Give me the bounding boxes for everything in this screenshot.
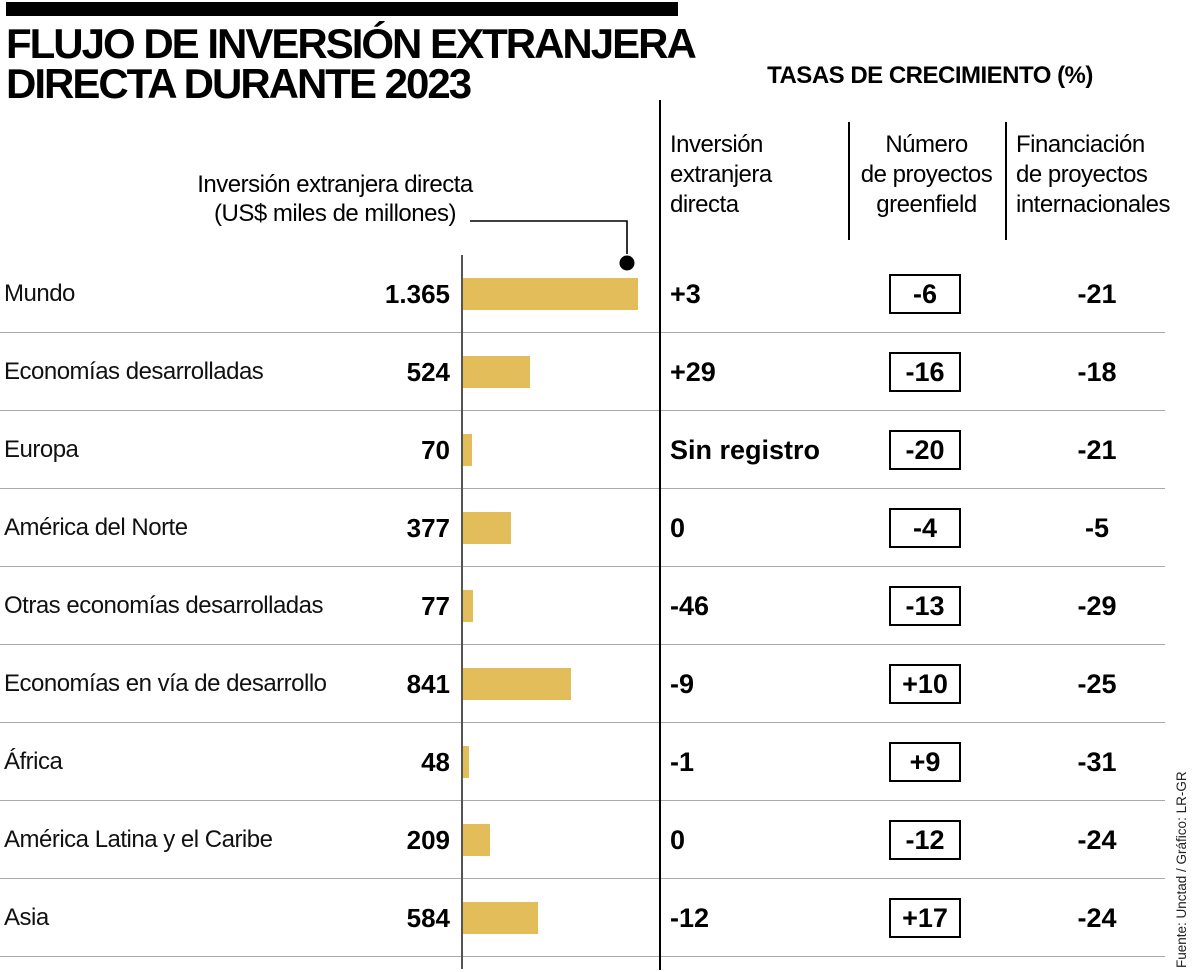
greenfield-growth-value: -12 bbox=[905, 825, 945, 855]
bar bbox=[463, 902, 538, 934]
category-label: Economías en vía de desarrollo bbox=[4, 670, 327, 697]
axis-annotation: Inversión extranjera directa (US$ miles … bbox=[165, 170, 505, 228]
column-divider-1 bbox=[848, 122, 850, 240]
growth-rates-header: TASAS DE CRECIMIENTO (%) bbox=[767, 62, 1093, 89]
column-header-greenfield: Número de proyectos greenfield bbox=[850, 130, 1003, 220]
greenfield-growth-value: +17 bbox=[902, 903, 948, 933]
fdi-growth-value: -1 bbox=[670, 747, 695, 777]
bar bbox=[463, 512, 511, 544]
financing-growth-value: -24 bbox=[1077, 903, 1117, 933]
fdi-growth-value: +3 bbox=[670, 279, 701, 309]
category-label: América del Norte bbox=[4, 514, 188, 541]
fdi-growth-value: +29 bbox=[670, 357, 716, 387]
category-label: Europa bbox=[4, 436, 79, 463]
financing-growth-value: -25 bbox=[1077, 669, 1117, 699]
value-label: 48 bbox=[421, 747, 450, 777]
fdi-growth-value: 0 bbox=[670, 513, 686, 543]
bar bbox=[463, 278, 638, 310]
table-row: Economías desarrolladas 524 +29 -16 -18 bbox=[0, 333, 1165, 411]
greenfield-growth-box: +10 bbox=[889, 664, 961, 704]
greenfield-growth-box: +9 bbox=[889, 742, 961, 782]
value-label: 524 bbox=[406, 357, 450, 387]
column-header-greenfield-line1: Número bbox=[885, 131, 968, 158]
value-label: 584 bbox=[406, 903, 450, 933]
financing-growth-value: -29 bbox=[1077, 591, 1117, 621]
bar bbox=[463, 824, 490, 856]
column-header-greenfield-line3: greenfield bbox=[876, 191, 977, 218]
greenfield-growth-box: -13 bbox=[889, 586, 961, 626]
greenfield-growth-value: -6 bbox=[912, 279, 937, 309]
greenfield-growth-box: -12 bbox=[889, 820, 961, 860]
financing-growth-value: -21 bbox=[1077, 435, 1117, 465]
category-label: América Latina y el Caribe bbox=[4, 826, 273, 853]
fdi-growth-value: -9 bbox=[670, 669, 695, 699]
financing-growth-value: -5 bbox=[1084, 513, 1109, 543]
value-label: 77 bbox=[421, 591, 450, 621]
value-label: 1.365 bbox=[384, 279, 450, 309]
table-row: Mundo 1.365 +3 -6 -21 bbox=[0, 255, 1165, 333]
column-header-fdi-line2: extranjera bbox=[670, 161, 772, 188]
table-row: Asia 584 -12 +17 -24 bbox=[0, 879, 1165, 957]
value-label: 841 bbox=[406, 669, 450, 699]
bar bbox=[463, 668, 571, 700]
bar bbox=[463, 590, 473, 622]
axis-annotation-line1: Inversión extranjera directa bbox=[197, 171, 473, 198]
financing-growth-value: -31 bbox=[1077, 747, 1117, 777]
fdi-growth-value: 0 bbox=[670, 825, 686, 855]
value-label: 209 bbox=[406, 825, 450, 855]
column-header-fdi-line1: Inversión bbox=[670, 131, 763, 158]
axis-baseline bbox=[461, 255, 463, 969]
column-header-financing: Financiación de proyectos internacionale… bbox=[1016, 130, 1200, 220]
column-divider-2 bbox=[1005, 122, 1007, 240]
column-header-greenfield-line2: de proyectos bbox=[860, 161, 993, 188]
greenfield-growth-value: -4 bbox=[912, 513, 937, 543]
table-row: América Latina y el Caribe 209 0 -12 -24 bbox=[0, 801, 1165, 879]
value-label: 70 bbox=[421, 435, 450, 465]
greenfield-growth-value: -20 bbox=[905, 435, 945, 465]
bar bbox=[463, 356, 530, 388]
greenfield-growth-box: -4 bbox=[889, 508, 961, 548]
fdi-growth-value: Sin registro bbox=[670, 435, 821, 465]
vertical-divider bbox=[659, 100, 661, 970]
financing-growth-value: -24 bbox=[1077, 825, 1117, 855]
table-row: Europa 70 Sin registro -20 -21 bbox=[0, 411, 1165, 489]
source-credit: Fuente: Unctad / Gráfico: LR-GR bbox=[1174, 771, 1189, 968]
table-row: América del Norte 377 0 -4 -5 bbox=[0, 489, 1165, 567]
greenfield-growth-value: -13 bbox=[905, 591, 945, 621]
column-header-fdi: Inversión extranjera directa bbox=[670, 130, 845, 220]
column-header-fdi-line3: directa bbox=[670, 191, 739, 218]
greenfield-growth-box: -16 bbox=[889, 352, 961, 392]
greenfield-growth-box: -20 bbox=[889, 430, 961, 470]
table-row: Economías en vía de desarrollo 841 -9 +10 -2… bbox=[0, 645, 1165, 723]
category-label: Asia bbox=[4, 904, 49, 931]
page-title-line1: FLUJO DE INVERSIÓN EXTRANJERA bbox=[6, 20, 697, 67]
bar bbox=[463, 434, 472, 466]
top-rule bbox=[6, 2, 678, 16]
value-label: 377 bbox=[406, 513, 450, 543]
greenfield-growth-value: -16 bbox=[905, 357, 945, 387]
column-header-financing-line3: internacionales bbox=[1016, 191, 1170, 218]
table-row: Otras economías desarrolladas 77 -46 -13 -29 bbox=[0, 567, 1165, 645]
category-label: África bbox=[4, 748, 63, 775]
category-label: Otras economías desarrolladas bbox=[4, 592, 324, 619]
table-row: África 48 -1 +9 -31 bbox=[0, 723, 1165, 801]
page-title-line2: DIRECTA DURANTE 2023 bbox=[6, 59, 472, 107]
page-title: FLUJO DE INVERSIÓN EXTRANJERA DIRECTA DU… bbox=[6, 23, 697, 107]
financing-growth-value: -21 bbox=[1077, 279, 1117, 309]
column-header-financing-line2: de proyectos bbox=[1016, 161, 1148, 188]
greenfield-growth-box: -6 bbox=[889, 274, 961, 314]
category-label: Economías desarrolladas bbox=[4, 358, 264, 385]
column-header-financing-line1: Financiación bbox=[1016, 131, 1145, 158]
category-label: Mundo bbox=[4, 280, 75, 307]
axis-annotation-line2: (US$ miles de millones) bbox=[214, 200, 456, 227]
bar bbox=[463, 746, 469, 778]
fdi-growth-value: -12 bbox=[670, 903, 710, 933]
fdi-growth-value: -46 bbox=[670, 591, 710, 621]
greenfield-growth-value: +10 bbox=[902, 669, 948, 699]
greenfield-growth-value: +9 bbox=[909, 747, 941, 777]
financing-growth-value: -18 bbox=[1077, 357, 1117, 387]
greenfield-growth-box: +17 bbox=[889, 898, 961, 938]
